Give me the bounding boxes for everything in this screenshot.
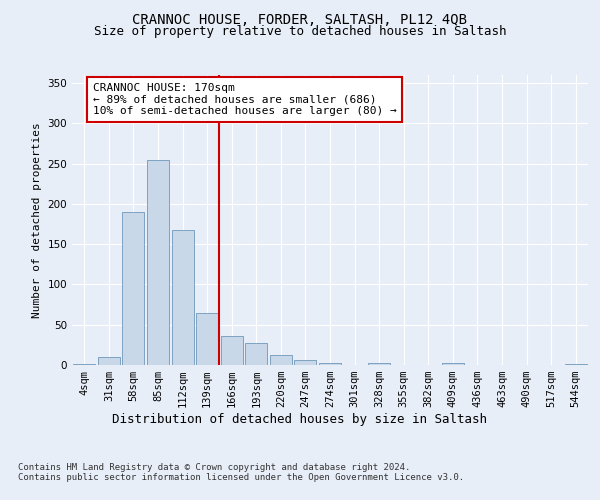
Y-axis label: Number of detached properties: Number of detached properties [32,122,42,318]
Bar [565,364,587,365]
Bar [196,312,218,365]
Bar [442,364,464,365]
Text: Contains HM Land Registry data © Crown copyright and database right 2024.
Contai: Contains HM Land Registry data © Crown c… [18,462,464,482]
Bar [270,356,292,365]
Bar [221,336,243,365]
Bar [98,357,120,365]
Text: CRANNOC HOUSE, FORDER, SALTASH, PL12 4QB: CRANNOC HOUSE, FORDER, SALTASH, PL12 4QB [133,12,467,26]
Bar [122,212,145,365]
Bar [172,230,194,365]
Text: Distribution of detached houses by size in Saltash: Distribution of detached houses by size … [113,412,487,426]
Text: Size of property relative to detached houses in Saltash: Size of property relative to detached ho… [94,25,506,38]
Bar [73,364,95,365]
Bar [368,362,390,365]
Bar [147,160,169,365]
Bar [319,362,341,365]
Text: CRANNOC HOUSE: 170sqm
← 89% of detached houses are smaller (686)
10% of semi-det: CRANNOC HOUSE: 170sqm ← 89% of detached … [93,83,397,116]
Bar [245,343,268,365]
Bar [295,360,316,365]
